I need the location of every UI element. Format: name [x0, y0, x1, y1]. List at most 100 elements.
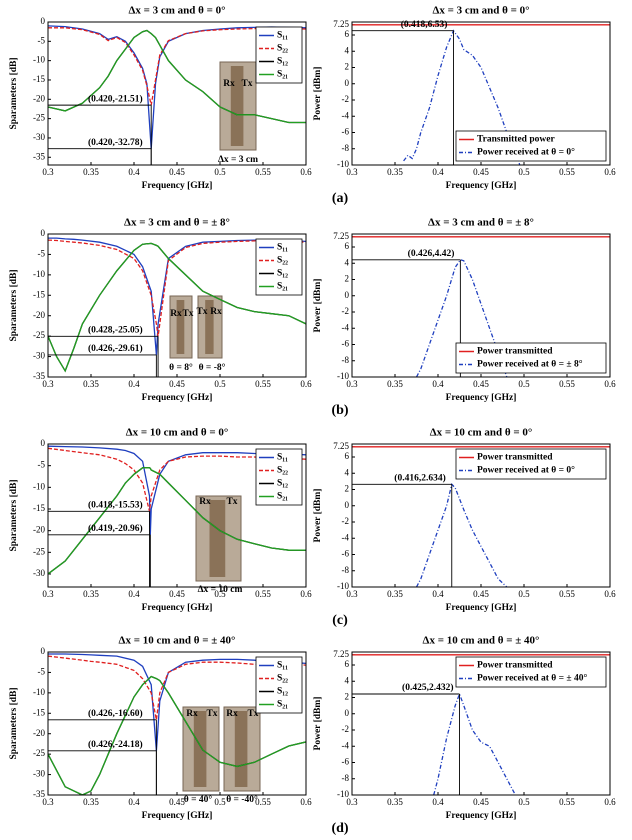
plot-frame: [351, 651, 611, 796]
y-tick-label: -25: [33, 748, 45, 758]
plot-lines: [352, 654, 610, 795]
y-tick-label: 7.25: [333, 231, 349, 241]
y-tick-label: 4: [345, 257, 350, 267]
plot-lines: [352, 446, 610, 587]
y-tick-label: -25: [33, 546, 45, 556]
y-tick-label: -25: [33, 113, 45, 123]
series-line: [48, 25, 306, 149]
annotation: (0.419,-20.96): [88, 523, 143, 534]
y-tick-label: -25: [33, 330, 45, 340]
plot-lines: [48, 445, 306, 575]
y-tick-label: -6: [342, 127, 350, 137]
x-tick-label: 0.3: [346, 797, 358, 807]
series-line: [415, 482, 508, 587]
legend-label: Power received at θ = ± 8°: [477, 359, 583, 370]
x-tick-label: 0.4: [128, 589, 140, 599]
panel-label: (d): [331, 821, 348, 836]
inset-label: Tx: [226, 497, 237, 507]
x-tick-label: 0.35: [83, 167, 99, 177]
inset-label: Δx = 3 cm: [218, 155, 258, 165]
panel-label: (c): [332, 613, 348, 628]
y-tick-label: 6: [345, 241, 350, 251]
y-tick-label: -5: [38, 460, 46, 470]
x-axis-label: Frequency [GHz]: [142, 603, 213, 613]
y-tick-label: -5: [38, 248, 46, 258]
legend-label: S₂₂: [277, 466, 288, 476]
x-tick-label: 0.55: [559, 379, 575, 389]
legend-label: S₁₁: [277, 661, 288, 671]
x-tick-label: 0.45: [473, 589, 489, 599]
x-tick-label: 0.5: [518, 589, 530, 599]
y-tick-label: -8: [342, 143, 350, 153]
chart-title: Δx = 10 cm and θ = 0°: [430, 427, 533, 439]
x-tick-label: 0.6: [604, 797, 616, 807]
x-tick-label: 0.55: [255, 379, 271, 389]
y-tick-label: -2: [342, 724, 350, 734]
y-tick-label: -10: [337, 371, 349, 381]
y-tick-label: 6: [345, 29, 350, 39]
annotation: (0.426,-29.61): [88, 343, 143, 354]
legend-label: Power received at θ = ± 40°: [477, 673, 588, 684]
annotation: (0.418,6.53): [401, 19, 448, 30]
y-tick-label: -30: [33, 568, 45, 578]
legend-box: [455, 448, 607, 480]
y-tick-label: -10: [33, 269, 45, 279]
x-tick-label: 0.3: [42, 797, 54, 807]
x-tick-label: 0.5: [214, 589, 226, 599]
legend-label: S₂₁: [277, 70, 288, 80]
plot-frame: [47, 21, 307, 166]
x-tick-label: 0.6: [300, 589, 312, 599]
series-line: [48, 675, 306, 795]
annotation: (0.420,-21.51): [88, 93, 143, 104]
series-line: [48, 467, 306, 575]
y-tick-label: 0: [345, 290, 350, 300]
y-tick-label: -2: [342, 94, 350, 104]
x-tick-label: 0.4: [432, 589, 444, 599]
x-tick-label: 0.35: [387, 589, 403, 599]
series-line: [415, 259, 508, 377]
y-tick-label: -6: [342, 757, 350, 767]
x-tick-label: 0.6: [300, 379, 312, 389]
y-tick-label: -4: [342, 532, 350, 542]
x-tick-label: 0.6: [604, 589, 616, 599]
x-tick-label: 0.6: [300, 797, 312, 807]
legend-box: [255, 26, 303, 84]
y-tick-label: 6: [345, 659, 350, 669]
inset-label: Rx: [170, 309, 182, 319]
y-tick-label: -5: [38, 35, 46, 45]
chart-title: Δx = 3 cm and θ = ± 8°: [428, 217, 534, 229]
legend-label: S₁₂: [277, 269, 288, 279]
chart-title: Δx = 3 cm and θ = 0°: [432, 5, 529, 17]
y-axis-label: Sparameters [dB]: [9, 479, 19, 551]
y-tick-label: 0: [41, 438, 46, 448]
annotation: (0.426,-16.60): [88, 708, 143, 719]
y-axis-label: Sparameters [dB]: [9, 57, 19, 129]
y-tick-label: 2: [345, 62, 350, 72]
x-axis-label: Frequency [GHz]: [446, 603, 517, 613]
legend-label: S₁₂: [277, 57, 288, 67]
y-axis-label: Power [dBm]: [313, 489, 323, 543]
y-tick-label: -2: [342, 516, 350, 526]
x-tick-label: 0.5: [214, 797, 226, 807]
y-tick-label: -8: [342, 565, 350, 575]
inset-label: Rx: [226, 709, 238, 719]
inset-label: Tx: [206, 709, 217, 719]
x-tick-label: 0.5: [518, 797, 530, 807]
y-tick-label: -8: [342, 773, 350, 783]
plot-frame: [47, 651, 307, 796]
y-tick-label: -15: [33, 74, 45, 84]
series-line: [48, 27, 306, 106]
x-tick-label: 0.35: [83, 797, 99, 807]
chart-title: Δx = 10 cm and θ = ± 40°: [119, 635, 236, 647]
inset-label: Rx: [199, 497, 211, 507]
y-tick-label: -35: [33, 151, 45, 161]
legend-label: S₁₁: [277, 243, 288, 253]
y-axis-label: Power [dBm]: [313, 67, 323, 121]
chart-title: Δx = 3 cm and θ = ± 8°: [124, 217, 230, 229]
x-tick-label: 0.4: [432, 379, 444, 389]
series-line: [48, 29, 306, 124]
y-tick-label: -30: [33, 132, 45, 142]
x-tick-label: 0.45: [169, 379, 185, 389]
legend-box: [455, 342, 607, 374]
x-tick-label: 0.55: [255, 797, 271, 807]
